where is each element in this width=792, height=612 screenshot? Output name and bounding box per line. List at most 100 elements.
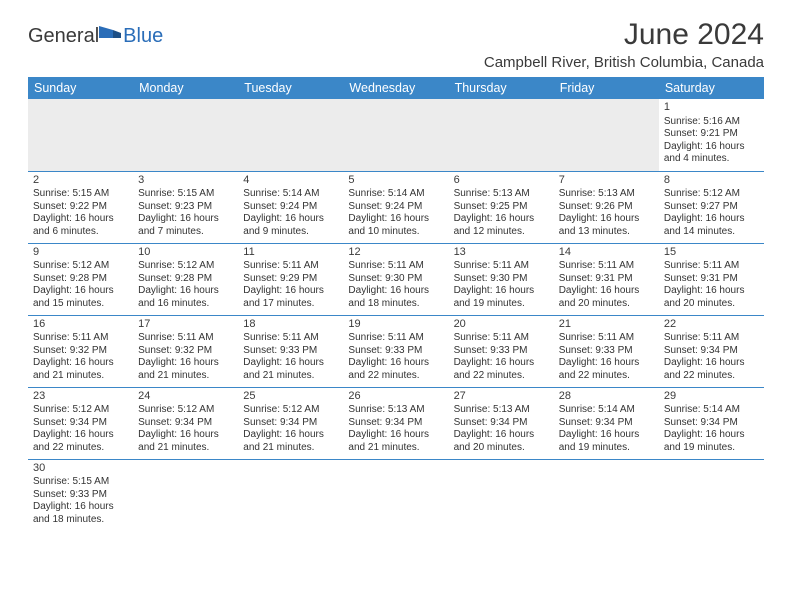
calendar-week-row: 9Sunrise: 5:12 AMSunset: 9:28 PMDaylight… <box>28 243 764 315</box>
sunset-text: Sunset: 9:34 PM <box>559 417 654 430</box>
day-number: 14 <box>559 246 654 260</box>
sunrise-text: Sunrise: 5:13 AM <box>454 188 549 201</box>
daylight-text: and 14 minutes. <box>664 226 759 239</box>
day-number: 8 <box>664 174 759 188</box>
sunset-text: Sunset: 9:30 PM <box>454 273 549 286</box>
calendar-day-cell: 5Sunrise: 5:14 AMSunset: 9:24 PMDaylight… <box>343 171 448 243</box>
daylight-text: Daylight: 16 hours <box>454 285 549 298</box>
daylight-text: and 20 minutes. <box>559 298 654 311</box>
calendar-empty-trailing-cell <box>554 459 659 531</box>
calendar-day-cell: 18Sunrise: 5:11 AMSunset: 9:33 PMDayligh… <box>238 315 343 387</box>
sunset-text: Sunset: 9:32 PM <box>33 345 128 358</box>
sunset-text: Sunset: 9:33 PM <box>454 345 549 358</box>
daylight-text: and 22 minutes. <box>454 370 549 383</box>
sunset-text: Sunset: 9:33 PM <box>33 489 128 502</box>
daylight-text: and 22 minutes. <box>348 370 443 383</box>
calendar-day-cell: 24Sunrise: 5:12 AMSunset: 9:34 PMDayligh… <box>133 387 238 459</box>
day-number: 20 <box>454 318 549 332</box>
sunrise-text: Sunrise: 5:11 AM <box>243 332 338 345</box>
flag-icon <box>99 24 121 45</box>
sunrise-text: Sunrise: 5:14 AM <box>664 404 759 417</box>
daylight-text: and 21 minutes. <box>138 370 233 383</box>
day-number: 24 <box>138 390 233 404</box>
weekday-header: Sunday <box>28 77 133 99</box>
day-number: 7 <box>559 174 654 188</box>
calendar-empty-leading-cell <box>28 99 133 171</box>
calendar-day-cell: 28Sunrise: 5:14 AMSunset: 9:34 PMDayligh… <box>554 387 659 459</box>
calendar-day-cell: 2Sunrise: 5:15 AMSunset: 9:22 PMDaylight… <box>28 171 133 243</box>
title-block: June 2024 Campbell River, British Columb… <box>484 18 764 71</box>
day-number: 2 <box>33 174 128 188</box>
daylight-text: and 4 minutes. <box>664 153 759 166</box>
daylight-text: and 17 minutes. <box>243 298 338 311</box>
daylight-text: and 22 minutes. <box>559 370 654 383</box>
calendar-day-cell: 13Sunrise: 5:11 AMSunset: 9:30 PMDayligh… <box>449 243 554 315</box>
weekday-header: Friday <box>554 77 659 99</box>
sunrise-text: Sunrise: 5:11 AM <box>454 260 549 273</box>
calendar-empty-trailing-cell <box>238 459 343 531</box>
calendar-day-cell: 15Sunrise: 5:11 AMSunset: 9:31 PMDayligh… <box>659 243 764 315</box>
daylight-text: and 19 minutes. <box>559 442 654 455</box>
day-number: 12 <box>348 246 443 260</box>
day-number: 23 <box>33 390 128 404</box>
sunrise-text: Sunrise: 5:15 AM <box>33 188 128 201</box>
sunrise-text: Sunrise: 5:11 AM <box>348 332 443 345</box>
daylight-text: and 9 minutes. <box>243 226 338 239</box>
day-number: 19 <box>348 318 443 332</box>
day-number: 26 <box>348 390 443 404</box>
sunset-text: Sunset: 9:31 PM <box>559 273 654 286</box>
daylight-text: and 16 minutes. <box>138 298 233 311</box>
logo-text-general: General <box>28 25 99 48</box>
sunset-text: Sunset: 9:34 PM <box>454 417 549 430</box>
sunrise-text: Sunrise: 5:13 AM <box>348 404 443 417</box>
day-number: 5 <box>348 174 443 188</box>
weekday-header: Tuesday <box>238 77 343 99</box>
day-number: 1 <box>664 101 759 115</box>
calendar-day-cell: 7Sunrise: 5:13 AMSunset: 9:26 PMDaylight… <box>554 171 659 243</box>
daylight-text: and 21 minutes. <box>33 370 128 383</box>
daylight-text: and 7 minutes. <box>138 226 233 239</box>
calendar-day-cell: 22Sunrise: 5:11 AMSunset: 9:34 PMDayligh… <box>659 315 764 387</box>
sunset-text: Sunset: 9:28 PM <box>33 273 128 286</box>
sunrise-text: Sunrise: 5:11 AM <box>559 260 654 273</box>
calendar-day-cell: 19Sunrise: 5:11 AMSunset: 9:33 PMDayligh… <box>343 315 448 387</box>
daylight-text: Daylight: 16 hours <box>138 285 233 298</box>
calendar-day-cell: 10Sunrise: 5:12 AMSunset: 9:28 PMDayligh… <box>133 243 238 315</box>
sunset-text: Sunset: 9:31 PM <box>664 273 759 286</box>
day-number: 25 <box>243 390 338 404</box>
daylight-text: and 18 minutes. <box>348 298 443 311</box>
sunset-text: Sunset: 9:24 PM <box>348 201 443 214</box>
calendar-empty-leading-cell <box>343 99 448 171</box>
daylight-text: Daylight: 16 hours <box>559 285 654 298</box>
daylight-text: and 20 minutes. <box>664 298 759 311</box>
daylight-text: and 13 minutes. <box>559 226 654 239</box>
sunrise-text: Sunrise: 5:12 AM <box>33 404 128 417</box>
sunrise-text: Sunrise: 5:15 AM <box>138 188 233 201</box>
logo: General Blue <box>28 18 163 49</box>
day-number: 28 <box>559 390 654 404</box>
calendar-day-cell: 4Sunrise: 5:14 AMSunset: 9:24 PMDaylight… <box>238 171 343 243</box>
day-number: 17 <box>138 318 233 332</box>
sunset-text: Sunset: 9:29 PM <box>243 273 338 286</box>
sunset-text: Sunset: 9:28 PM <box>138 273 233 286</box>
sunrise-text: Sunrise: 5:14 AM <box>559 404 654 417</box>
daylight-text: Daylight: 16 hours <box>559 213 654 226</box>
daylight-text: Daylight: 16 hours <box>559 429 654 442</box>
calendar-table: Sunday Monday Tuesday Wednesday Thursday… <box>28 77 764 531</box>
calendar-empty-trailing-cell <box>133 459 238 531</box>
day-number: 18 <box>243 318 338 332</box>
calendar-page: General Blue June 2024 Campbell River, B… <box>0 0 792 531</box>
sunrise-text: Sunrise: 5:15 AM <box>33 476 128 489</box>
sunset-text: Sunset: 9:34 PM <box>348 417 443 430</box>
weekday-header: Monday <box>133 77 238 99</box>
month-title: June 2024 <box>484 18 764 52</box>
calendar-day-cell: 16Sunrise: 5:11 AMSunset: 9:32 PMDayligh… <box>28 315 133 387</box>
calendar-day-cell: 27Sunrise: 5:13 AMSunset: 9:34 PMDayligh… <box>449 387 554 459</box>
sunset-text: Sunset: 9:24 PM <box>243 201 338 214</box>
daylight-text: Daylight: 16 hours <box>348 429 443 442</box>
daylight-text: and 22 minutes. <box>664 370 759 383</box>
day-number: 3 <box>138 174 233 188</box>
calendar-day-cell: 8Sunrise: 5:12 AMSunset: 9:27 PMDaylight… <box>659 171 764 243</box>
day-number: 22 <box>664 318 759 332</box>
daylight-text: Daylight: 16 hours <box>348 357 443 370</box>
